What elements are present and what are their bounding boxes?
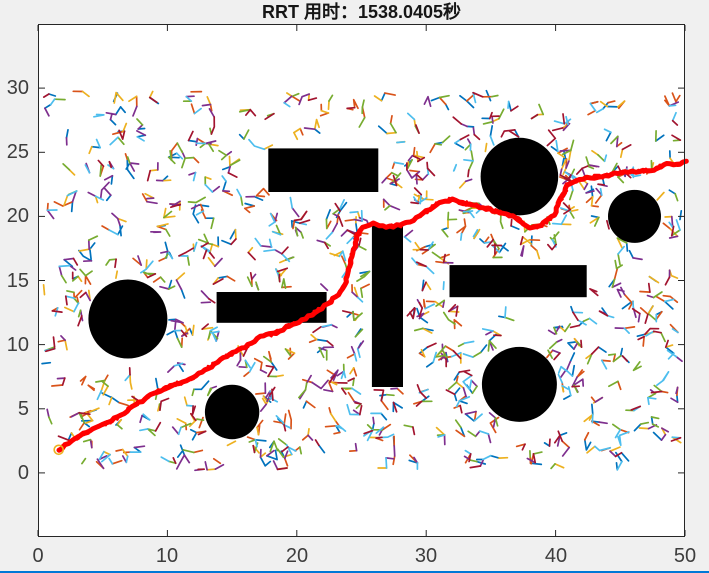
obstacle-rect [216,292,327,323]
figure-title: RRT 用时：1538.0405秒 [261,2,462,22]
axes-box [38,24,685,537]
obstacles [88,137,661,440]
rrt-solution-path [56,158,689,453]
x-tick-label: 30 [414,545,438,567]
obstacle-rect [268,148,379,192]
x-tick-label: 40 [544,545,568,567]
y-tick-label: 10 [6,334,29,356]
rrt-tree [41,89,683,472]
y-tick-label: 15 [6,270,29,292]
y-tick-label: 0 [17,462,29,484]
y-tick-label: 30 [6,77,29,99]
tick-marks [37,25,686,536]
x-tick-label: 50 [673,545,697,567]
x-tick-label: 0 [32,545,44,567]
start-marker [53,444,65,456]
obstacle-rect [371,225,403,387]
obstacle-circle [204,384,260,440]
y-tick-label: 25 [6,141,29,163]
y-tick-label: 5 [17,398,29,420]
obstacle-circle [88,279,168,359]
y-tick-label: 20 [6,205,29,227]
obstacle-rect [449,265,587,298]
x-tick-label: 20 [285,545,309,567]
window-border-bottom [0,571,709,573]
x-tick-label: 10 [155,545,179,567]
obstacle-circle [480,137,559,216]
obstacle-circle [608,189,661,243]
obstacle-circle [481,346,557,422]
